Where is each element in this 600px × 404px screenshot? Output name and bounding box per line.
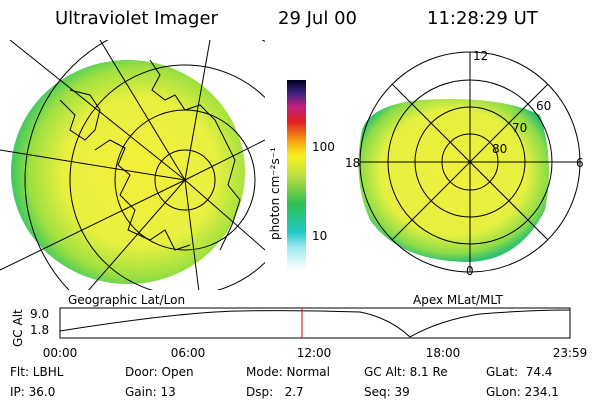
colorbar-label: photon cm⁻²s⁻¹ — [268, 147, 282, 240]
info-field: Door: Open — [125, 365, 194, 379]
date: 29 Jul 00 — [278, 8, 357, 29]
info-field: Mode: Normal — [246, 365, 330, 379]
panel-label: Apex MLat/MLT — [413, 293, 503, 307]
colorbar-tick-label: 100 — [312, 140, 335, 154]
instrument-title: Ultraviolet Imager — [55, 8, 219, 29]
panel-label: Geographic Lat/Lon — [68, 293, 185, 307]
altitude-ylabel: GC Alt — [11, 309, 25, 347]
altitude-ytick: 9.0 — [30, 307, 49, 321]
info-field: GLon: 234.1 — [486, 385, 559, 399]
time-tick: 12:00 — [297, 346, 332, 360]
time-tick: 00:00 — [43, 346, 78, 360]
lat-label: 70 — [512, 121, 527, 135]
lat-label: 60 — [536, 99, 551, 113]
info-field: IP: 36.0 — [10, 385, 55, 399]
mlt-label: 0 — [466, 264, 474, 278]
time-tick: 23:59 — [553, 346, 588, 360]
time: 11:28:29 UT — [427, 8, 539, 29]
altitude-ytick: 1.8 — [30, 323, 49, 337]
info-field: Gain: 13 — [125, 385, 176, 399]
info-field: Seq: 39 — [364, 385, 410, 399]
info-field: Flt: LBHL — [10, 365, 64, 379]
info-block: Flt: LBHL Door: Open Mode: Normal GC Alt: 8… — [10, 365, 559, 399]
time-tick: 18:00 — [426, 346, 461, 360]
colorbar-tick-label: 10 — [312, 229, 327, 243]
apex-image — [358, 51, 581, 273]
info-field: GLat: 74.4 — [486, 365, 552, 379]
lat-label: 80 — [492, 142, 507, 156]
info-field: GC Alt: 8.1 Re — [364, 365, 448, 379]
colorbar — [287, 80, 306, 270]
altitude-plot-frame — [59, 307, 571, 339]
altitude-curve — [59, 309, 571, 338]
geographic-image — [0, 40, 265, 290]
mlt-label: 6 — [576, 156, 584, 170]
info-field: Dsp: 2.7 — [246, 385, 304, 399]
time-tick: 06:00 — [171, 346, 206, 360]
mlt-label: 18 — [345, 156, 360, 170]
mlt-label: 12 — [473, 49, 488, 63]
